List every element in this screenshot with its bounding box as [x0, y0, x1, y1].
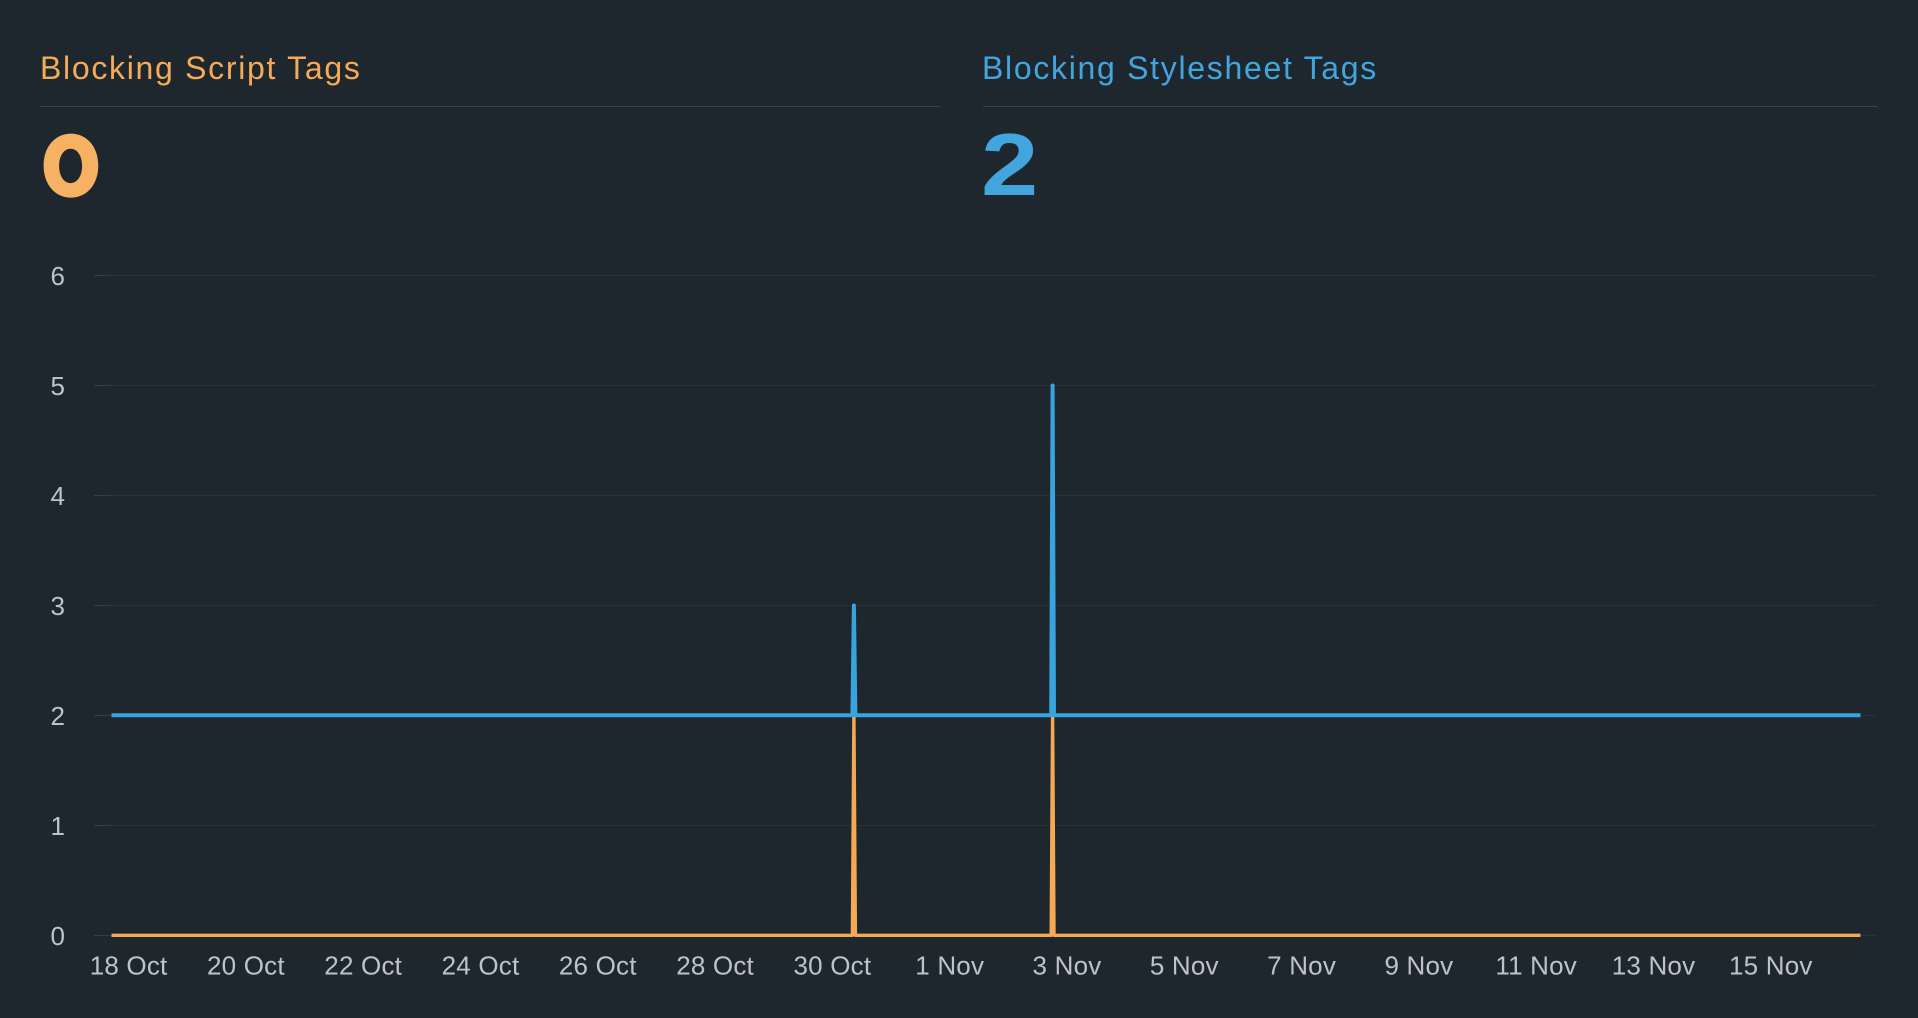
svg-text:13 Nov: 13 Nov — [1612, 951, 1696, 981]
svg-text:11 Nov: 11 Nov — [1495, 951, 1577, 981]
svg-text:28 Oct: 28 Oct — [676, 951, 754, 981]
svg-text:9 Nov: 9 Nov — [1384, 951, 1453, 981]
svg-text:0: 0 — [51, 921, 65, 951]
svg-text:15 Nov: 15 Nov — [1729, 951, 1813, 981]
svg-text:6: 6 — [51, 261, 65, 291]
svg-text:30 Oct: 30 Oct — [794, 951, 872, 981]
svg-text:22 Oct: 22 Oct — [324, 951, 402, 981]
svg-text:3: 3 — [51, 591, 65, 621]
svg-text:7 Nov: 7 Nov — [1267, 951, 1336, 981]
svg-text:1: 1 — [51, 811, 65, 841]
svg-text:26 Oct: 26 Oct — [559, 951, 637, 981]
svg-text:3 Nov: 3 Nov — [1033, 951, 1102, 981]
svg-text:2: 2 — [51, 701, 65, 731]
svg-text:20 Oct: 20 Oct — [207, 951, 285, 981]
svg-text:18 Oct: 18 Oct — [90, 951, 168, 981]
svg-text:4: 4 — [51, 481, 65, 511]
svg-text:5: 5 — [51, 371, 65, 401]
svg-text:1 Nov: 1 Nov — [915, 951, 984, 981]
svg-text:5 Nov: 5 Nov — [1150, 951, 1219, 981]
svg-text:24 Oct: 24 Oct — [442, 951, 520, 981]
